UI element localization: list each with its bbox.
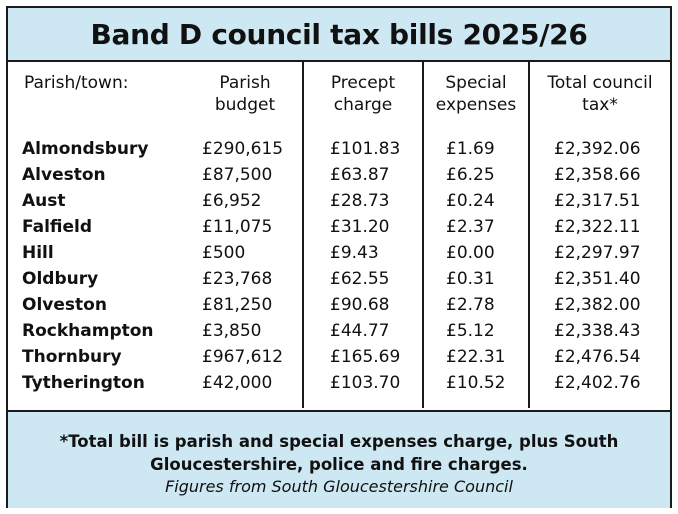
parish-budget: £11,075 xyxy=(202,217,273,237)
parish-budget: £23,768 xyxy=(202,269,273,289)
header-parish: Parish/town: xyxy=(24,72,194,94)
parish-name: Oldbury xyxy=(22,269,99,289)
parish-budget: £42,000 xyxy=(202,373,273,393)
column-divider xyxy=(528,62,530,408)
parish-budget: £500 xyxy=(202,243,246,263)
table-row: Rockhampton £3,850 £44.77 £5.12 £2,338.4… xyxy=(8,318,670,344)
special-expenses: £6.25 xyxy=(446,165,495,185)
council-tax-table: Parish/town: Parish budget Precept charg… xyxy=(8,62,670,408)
total-council-tax: £2,322.11 xyxy=(554,217,641,237)
parish-budget: £81,250 xyxy=(202,295,273,315)
precept-charge: £9.43 xyxy=(330,243,379,263)
precept-charge: £62.55 xyxy=(330,269,390,289)
special-expenses: £5.12 xyxy=(446,321,495,341)
header-parish-label: Parish/town: xyxy=(24,73,129,93)
total-council-tax: £2,297.97 xyxy=(554,243,641,263)
precept-charge: £63.87 xyxy=(330,165,390,185)
total-council-tax: £2,358.66 xyxy=(554,165,641,185)
footnote: *Total bill is parish and special expens… xyxy=(59,432,619,474)
header-precept-line1: Precept xyxy=(330,73,396,93)
parish-name: Aust xyxy=(22,191,66,211)
parish-name: Falfield xyxy=(22,217,93,237)
parish-name: Hill xyxy=(22,243,54,263)
total-council-tax: £2,392.06 xyxy=(554,139,641,159)
table-row: Olveston £81,250 £90.68 £2.78 £2,382.00 xyxy=(8,292,670,318)
table-title: Band D council tax bills 2025/26 xyxy=(90,17,588,51)
total-council-tax: £2,476.54 xyxy=(554,347,641,367)
parish-name: Thornbury xyxy=(22,347,122,367)
precept-charge: £90.68 xyxy=(330,295,390,315)
header-total-line1: Total council xyxy=(547,73,653,93)
header-budget-line2: budget xyxy=(214,95,276,115)
header-budget-line1: Parish xyxy=(219,73,271,93)
table-row: Thornbury £967,612 £165.69 £22.31 £2,476… xyxy=(8,344,670,370)
precept-charge: £28.73 xyxy=(330,191,390,211)
special-expenses: £0.00 xyxy=(446,243,495,263)
header-precept-charge: Precept charge xyxy=(304,72,422,116)
precept-charge: £101.83 xyxy=(330,139,401,159)
header-special-line1: Special xyxy=(445,73,507,93)
special-expenses: £22.31 xyxy=(446,347,506,367)
column-divider xyxy=(422,62,424,408)
total-council-tax: £2,402.76 xyxy=(554,373,641,393)
precept-charge: £165.69 xyxy=(330,347,401,367)
total-council-tax: £2,382.00 xyxy=(554,295,641,315)
total-council-tax: £2,317.51 xyxy=(554,191,641,211)
header-total-line2: tax* xyxy=(582,95,618,115)
parish-name: Olveston xyxy=(22,295,107,315)
header-parish-budget: Parish budget xyxy=(188,72,302,116)
parish-name: Tytherington xyxy=(22,373,145,393)
table-row: Aust £6,952 £28.73 £0.24 £2,317.51 xyxy=(8,188,670,214)
council-tax-table-panel: Band D council tax bills 2025/26 Parish/… xyxy=(6,6,672,508)
header-special-expenses: Special expenses xyxy=(424,72,528,116)
special-expenses: £2.78 xyxy=(446,295,495,315)
source-credit: Figures from South Gloucestershire Counc… xyxy=(165,477,513,496)
parish-name: Almondsbury xyxy=(22,139,149,159)
table-row: Alveston £87,500 £63.87 £6.25 £2,358.66 xyxy=(8,162,670,188)
parish-budget: £87,500 xyxy=(202,165,273,185)
special-expenses: £0.31 xyxy=(446,269,495,289)
header-special-line2: expenses xyxy=(435,95,517,115)
title-bar: Band D council tax bills 2025/26 xyxy=(8,8,670,62)
table-row: Hill £500 £9.43 £0.00 £2,297.97 xyxy=(8,240,670,266)
table-row: Almondsbury £290,615 £101.83 £1.69 £2,39… xyxy=(8,136,670,162)
special-expenses: £2.37 xyxy=(446,217,495,237)
footer-panel: *Total bill is parish and special expens… xyxy=(8,410,670,508)
precept-charge: £31.20 xyxy=(330,217,390,237)
column-divider xyxy=(302,62,304,408)
total-council-tax: £2,351.40 xyxy=(554,269,641,289)
parish-name: Alveston xyxy=(22,165,106,185)
special-expenses: £10.52 xyxy=(446,373,506,393)
header-total-council-tax: Total council tax* xyxy=(530,72,670,116)
precept-charge: £103.70 xyxy=(330,373,401,393)
parish-budget: £967,612 xyxy=(202,347,284,367)
special-expenses: £1.69 xyxy=(446,139,495,159)
parish-name: Rockhampton xyxy=(22,321,154,341)
table-row: Falfield £11,075 £31.20 £2.37 £2,322.11 xyxy=(8,214,670,240)
precept-charge: £44.77 xyxy=(330,321,390,341)
parish-budget: £6,952 xyxy=(202,191,262,211)
table-row: Oldbury £23,768 £62.55 £0.31 £2,351.40 xyxy=(8,266,670,292)
header-precept-line2: charge xyxy=(333,95,393,115)
parish-budget: £3,850 xyxy=(202,321,262,341)
table-row: Tytherington £42,000 £103.70 £10.52 £2,4… xyxy=(8,370,670,396)
total-council-tax: £2,338.43 xyxy=(554,321,641,341)
special-expenses: £0.24 xyxy=(446,191,495,211)
parish-budget: £290,615 xyxy=(202,139,284,159)
